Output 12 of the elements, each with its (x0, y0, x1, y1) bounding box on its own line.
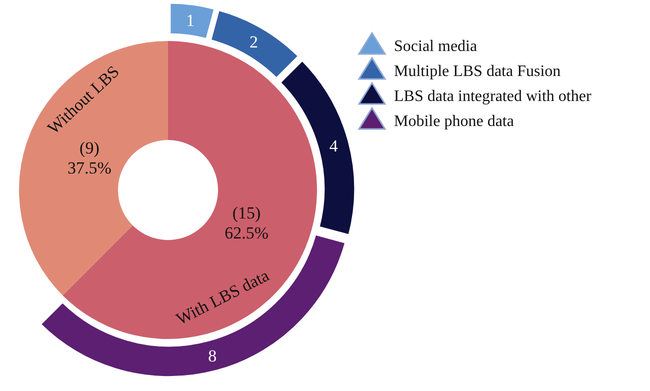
legend-label: LBS data integrated with other (394, 88, 592, 105)
data-label: 1 (186, 10, 195, 30)
legend-label: Multiple LBS data Fusion (394, 63, 561, 80)
data-label: (15) 62.5% (224, 204, 268, 243)
legend-label: Social media (394, 38, 478, 55)
data-label: 8 (208, 346, 217, 366)
data-label: (9) 37.5% (68, 138, 112, 178)
data-label: 4 (329, 136, 338, 156)
data-label: 2 (250, 32, 258, 52)
donut-slice (19, 41, 168, 296)
legend-label: Mobile phone data (394, 113, 514, 130)
slice-label: With LBS data (173, 266, 273, 329)
